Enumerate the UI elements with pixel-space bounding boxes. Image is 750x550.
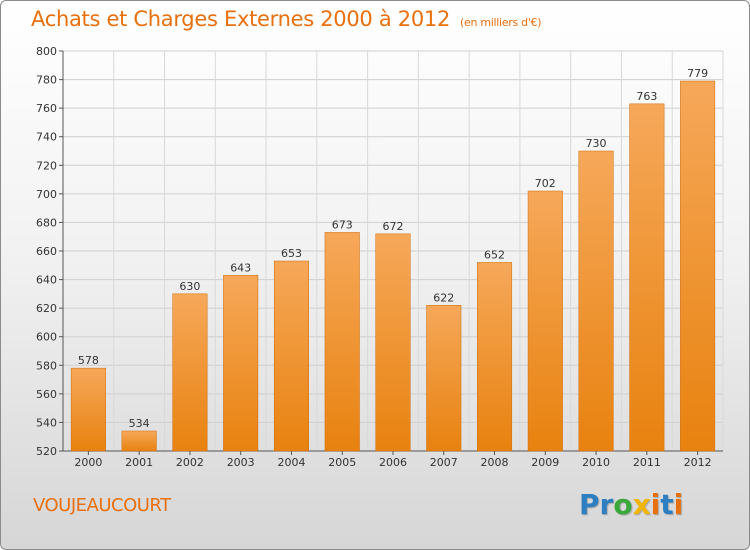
x-tick-label: 2000 — [74, 456, 102, 469]
logo-letter: i — [650, 488, 661, 521]
bar — [426, 305, 462, 452]
data-label: 673 — [332, 218, 353, 231]
bar — [273, 260, 309, 452]
x-tick-label: 2010 — [582, 456, 610, 469]
logo-letter: o — [613, 488, 633, 521]
data-label: 672 — [383, 220, 404, 233]
y-tick-label: 720 — [36, 159, 57, 172]
bars — [70, 80, 716, 452]
x-tick-label: 2003 — [227, 456, 255, 469]
data-label: 630 — [179, 280, 200, 293]
bar — [477, 262, 513, 452]
x-tick-label: 2005 — [328, 456, 356, 469]
chart-title-text: Achats et Charges Externes 2000 à 2012 — [31, 7, 451, 31]
data-label: 622 — [433, 291, 454, 304]
data-label: 643 — [230, 261, 251, 274]
data-labels: 578 534 630 643 653 673 672 622 652 702 730 763 779 — [78, 67, 708, 430]
bar — [375, 233, 411, 452]
logo-letter: t — [660, 488, 674, 521]
bar — [578, 150, 614, 452]
y-tick-label: 600 — [36, 331, 57, 344]
bar — [223, 275, 259, 452]
x-tick-label: 2008 — [481, 456, 509, 469]
bar — [680, 80, 716, 452]
x-tick-label: 2011 — [633, 456, 661, 469]
y-tick-label: 520 — [36, 445, 57, 458]
data-label: 702 — [535, 177, 556, 190]
logo-letter: x — [632, 488, 651, 521]
data-label: 653 — [281, 247, 302, 260]
data-label: 534 — [129, 417, 150, 430]
x-tick-label: 2007 — [430, 456, 458, 469]
data-label: 730 — [586, 137, 607, 150]
bar — [172, 293, 208, 452]
x-tick-label: 2002 — [176, 456, 204, 469]
y-tick-label: 620 — [36, 302, 57, 315]
y-tick-label: 760 — [36, 102, 57, 115]
y-tick-label: 560 — [36, 388, 57, 401]
logo-letter: P — [579, 488, 600, 521]
x-tick-label: 2006 — [379, 456, 407, 469]
y-tick-label: 660 — [36, 245, 57, 258]
data-label: 779 — [687, 67, 708, 80]
logo-letter: i — [673, 488, 684, 521]
y-tick-label: 740 — [36, 131, 57, 144]
x-tick-label: 2012 — [684, 456, 712, 469]
x-tick-label: 2009 — [531, 456, 559, 469]
data-label: 652 — [484, 248, 505, 261]
bar — [70, 367, 106, 452]
bar — [324, 232, 360, 452]
bar — [527, 190, 563, 452]
x-tick-label: 2001 — [125, 456, 153, 469]
commune-name: VOUJEAUCOURT — [33, 495, 171, 516]
data-label: 763 — [636, 90, 657, 103]
y-tick-label: 680 — [36, 216, 57, 229]
data-label: 578 — [78, 354, 99, 367]
proxiti-logo: Proxiti — [579, 488, 683, 521]
x-tick-label: 2004 — [277, 456, 305, 469]
y-tick-label: 800 — [36, 45, 57, 58]
chart-title: Achats et Charges Externes 2000 à 2012 (e… — [31, 7, 542, 31]
axes: 520 540 560 580 600 620 640 660 680 700 720 740 760 7… — [36, 45, 723, 469]
bar — [121, 430, 157, 452]
y-tick-label: 540 — [36, 416, 57, 429]
y-tick-label: 780 — [36, 74, 57, 87]
y-tick-label: 640 — [36, 274, 57, 287]
bar — [629, 103, 665, 452]
logo-letter: r — [599, 488, 614, 521]
chart-unit: (en milliers d'€) — [460, 16, 542, 29]
y-tick-label: 580 — [36, 359, 57, 372]
y-tick-label: 700 — [36, 188, 57, 201]
